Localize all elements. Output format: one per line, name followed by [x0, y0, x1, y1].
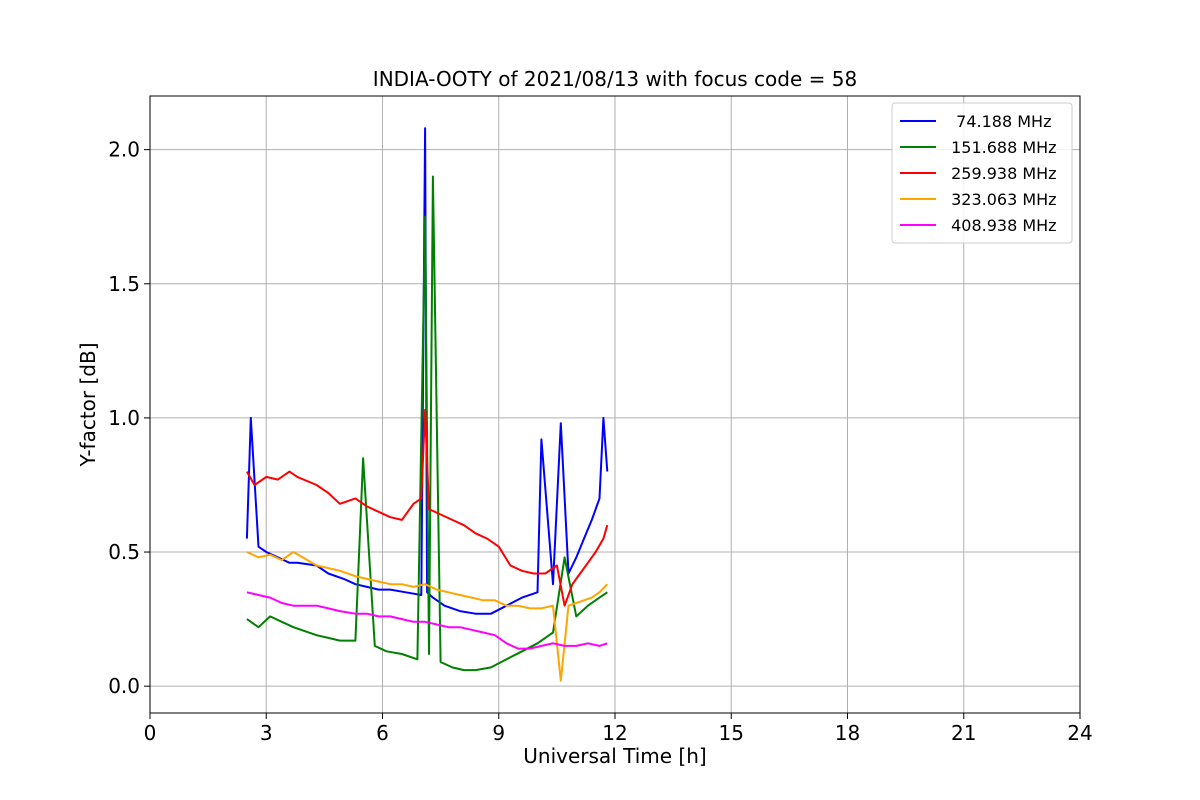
x-tick-label: 3 [260, 721, 273, 745]
series-line-4 [246, 591, 608, 650]
x-tick-label: 18 [835, 721, 860, 745]
axis-ticks: 0 3 6 9 12 15 18 21 24 0.0 0.5 1.0 1.5 2.0 [108, 138, 1093, 745]
y-tick-label: 2.0 [108, 138, 140, 162]
x-tick-label: 24 [1067, 721, 1092, 745]
x-tick-label: 6 [376, 721, 389, 745]
series-line-2 [246, 408, 609, 607]
x-tick-label: 12 [602, 721, 627, 745]
x-axis-label: Universal Time [h] [523, 744, 706, 768]
y-axis-label: Y-factor [dB] [76, 342, 100, 467]
legend: 74.188 MHz 151.688 MHz 259.938 MHz 323.0… [891, 102, 1073, 244]
legend-label: 259.938 MHz [946, 164, 1057, 183]
legend-label: 74.188 MHz [946, 112, 1051, 131]
y-tick-label: 1.0 [108, 406, 140, 430]
chart-title: INDIA-OOTY of 2021/08/13 with focus code… [373, 67, 857, 91]
y-tick-label: 0.0 [108, 674, 140, 698]
x-tick-label: 0 [144, 721, 157, 745]
legend-box [891, 102, 1073, 244]
series-lines [245, 127, 609, 682]
y-tick-label: 1.5 [108, 272, 140, 296]
legend-label: 323.063 MHz [946, 190, 1057, 209]
x-tick-label: 15 [719, 721, 744, 745]
x-tick-label: 21 [951, 721, 976, 745]
series-line-1 [246, 175, 608, 672]
legend-label: 408.938 MHz [946, 216, 1057, 235]
legend-label: 151.688 MHz [946, 138, 1057, 157]
series-line-3 [246, 551, 609, 682]
y-tick-label: 0.5 [108, 540, 140, 564]
x-tick-label: 9 [492, 721, 505, 745]
